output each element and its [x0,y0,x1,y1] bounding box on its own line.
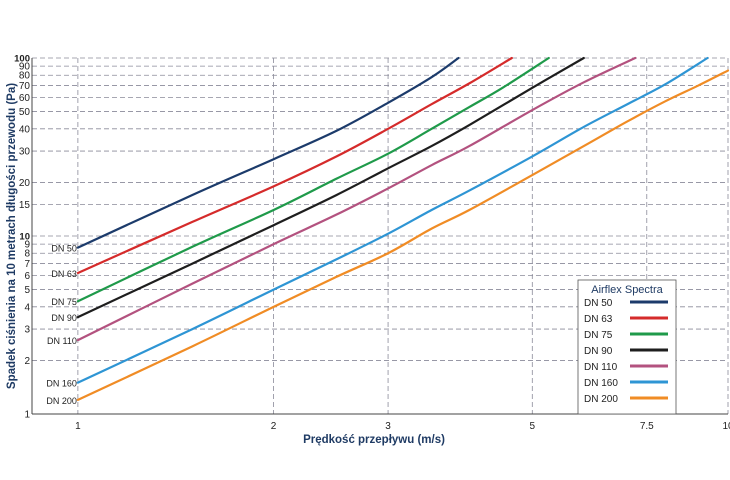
y-tick-label: 3 [24,325,30,336]
series-label: DN 160 [46,379,77,389]
series-line-dn-63 [76,56,513,275]
x-tick-label: 2 [271,421,277,432]
legend-entry-label: DN 75 [584,330,613,341]
legend-entry-label: DN 200 [584,394,618,405]
y-tick-label: 2 [24,356,30,367]
series-line-dn-200 [76,69,730,402]
legend-entry-label: DN 50 [584,298,613,309]
y-tick-label: 7 [24,259,30,270]
y-tick-label: 9 [24,240,30,251]
y-tick-label: 80 [19,71,31,82]
series-line-dn-75 [76,56,550,303]
y-tick-label: 4 [24,302,30,313]
legend-entry-label: DN 90 [584,346,613,357]
series-line-dn-90 [76,56,585,319]
y-tick-label: 100 [14,54,30,65]
y-tick-label: 60 [19,93,31,104]
y-tick-label: 6 [24,271,30,282]
series-label: DN 200 [46,396,77,406]
legend: Airflex Spectra DN 50 DN 63 DN 75 DN 90 DN 11… [577,279,677,415]
y-tick-label: 5 [24,285,30,296]
x-axis-label: Prędkość przepływu (m/s) [303,434,445,446]
legend-title: Airflex Spectra [591,284,663,296]
x-tick-label: 10 [722,421,730,432]
legend-entry-label: DN 110 [584,362,618,373]
x-tick-label: 5 [530,421,536,432]
y-tick-label: 15 [19,200,31,211]
y-axis-label: Spadek ciśnienia na 10 metrach długości … [6,83,18,389]
legend-entry-label: DN 63 [584,314,613,325]
series-label: DN 50 [51,244,77,254]
series-label: DN 110 [47,336,77,346]
y-tick-label: 50 [19,107,31,118]
series-label: DN 90 [51,313,77,323]
x-tick-label: 7.5 [640,421,654,432]
y-tick-label: 90 [19,62,31,73]
y-tick-label: 20 [19,178,31,189]
series-start-labels: DN 50 DN 63 DN 75 DN 90 DN 110 DN 160 DN 200 [46,244,77,406]
series-line-dn-160 [76,56,709,384]
y-tick-label: 8 [24,249,30,260]
y-tick-label: 10 [19,232,30,243]
series-lines [76,56,730,402]
y-tick-label: 30 [19,147,31,158]
series-label: DN 63 [51,269,77,279]
x-tick-label: 1 [75,421,81,432]
series-label: DN 75 [51,297,77,307]
series-line-dn-110 [76,56,637,342]
y-tick-label: 70 [19,81,31,92]
legend-entry-label: DN 160 [584,378,618,389]
x-tick-label: 3 [385,421,391,432]
y-tick-label: 1 [24,410,30,421]
x-axis-ticks: 1 2 3 5 7.5 10 [75,421,730,432]
series-line-dn-50 [76,56,460,249]
y-tick-label: 40 [19,124,31,135]
